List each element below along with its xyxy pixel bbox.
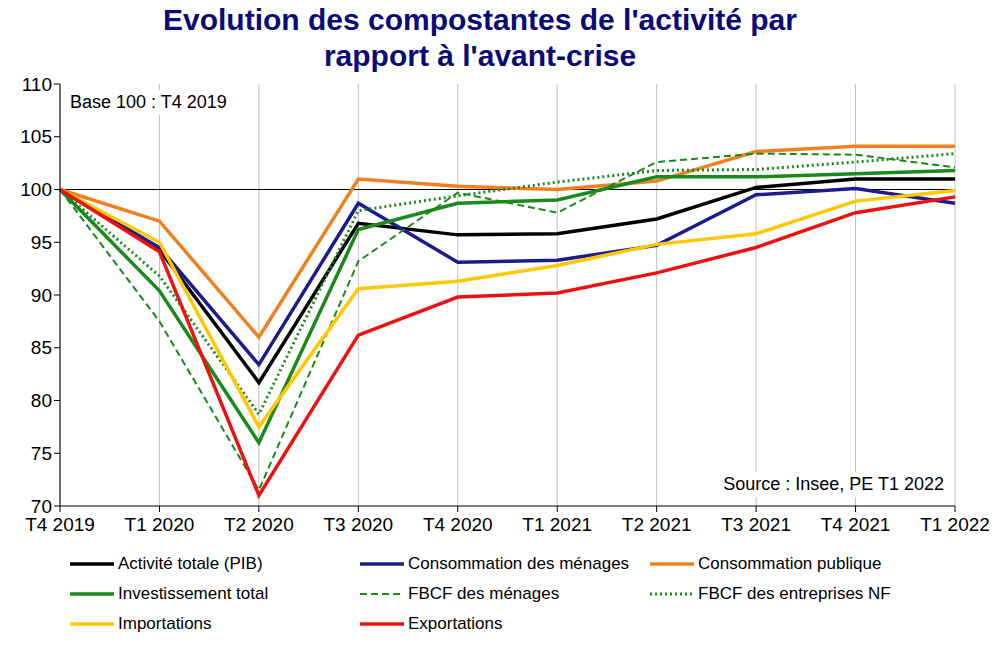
html-text:Consommation des ménages: Consommation des ménages	[408, 554, 630, 573]
svg-text:75: 75	[31, 443, 52, 464]
svg-text:90: 90	[31, 285, 52, 306]
html-text:Exportations: Exportations	[408, 614, 503, 633]
html-text:Activité totale (PIB): Activité totale (PIB)	[118, 554, 263, 573]
svg-text:100: 100	[20, 179, 52, 200]
svg-text:T1 2020: T1 2020	[125, 514, 195, 535]
svg-text:T2 2021: T2 2021	[622, 514, 692, 535]
svg-text:T4 2021: T4 2021	[821, 514, 891, 535]
svg-text:T2 2020: T2 2020	[224, 514, 294, 535]
html-text:Importations: Importations	[118, 614, 212, 633]
html-text:Evolution des compostantes de: Evolution des compostantes de l'activité…	[163, 3, 797, 72]
svg-text:110: 110	[22, 74, 52, 95]
svg-text:T1 2022: T1 2022	[920, 514, 990, 535]
svg-text:70: 70	[31, 496, 52, 517]
html-text:FBCF des ménages: FBCF des ménages	[408, 584, 560, 603]
svg-text:T3 2021: T3 2021	[721, 514, 791, 535]
svg-text:T3 2020: T3 2020	[323, 514, 393, 535]
svg-text:T1 2021: T1 2021	[522, 514, 592, 535]
svg-text:95: 95	[31, 232, 52, 253]
html-text:Investissement total: Investissement total	[118, 584, 269, 603]
html-text:Base 100 : T4 2019: Base 100 : T4 2019	[70, 92, 227, 112]
svg-text:T4 2020: T4 2020	[423, 514, 493, 535]
svg-text:105: 105	[20, 126, 52, 147]
html-text:Source : Insee, PE T1 2022: Source : Insee, PE T1 2022	[723, 474, 944, 494]
svg-text:85: 85	[31, 337, 52, 358]
html-text:FBCF des entreprises NF: FBCF des entreprises NF	[698, 584, 891, 603]
html-text:Consommation publique: Consommation publique	[698, 554, 882, 573]
svg-text:80: 80	[31, 390, 52, 411]
svg-text:T4 2019: T4 2019	[25, 514, 95, 535]
